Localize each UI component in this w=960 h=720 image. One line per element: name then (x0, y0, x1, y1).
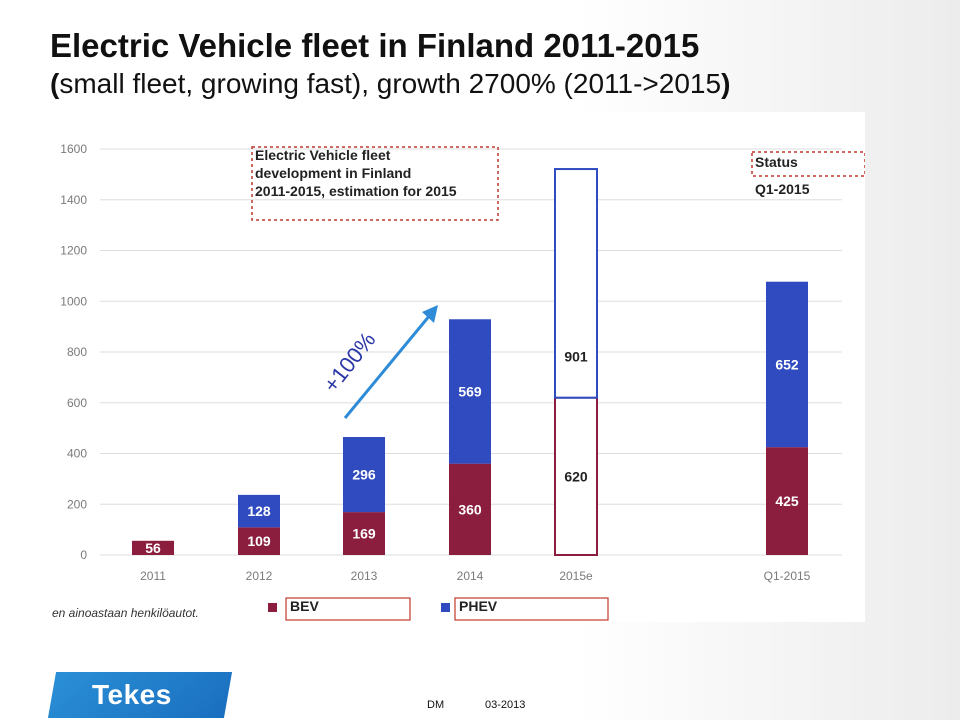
legend-phev-label: PHEV (459, 598, 498, 614)
bar-label-bev-2015e: 620 (564, 468, 588, 484)
bar-phev-2013 (343, 437, 385, 513)
bar-phev-2015e (554, 168, 598, 399)
subtitle-close-paren: ) (721, 68, 731, 99)
bar-bev-2013 (343, 512, 385, 555)
y-tick-label-1000: 1000 (60, 294, 87, 308)
footer-date: 03-2013 (485, 699, 526, 711)
status-line-2: Q1-2015 (755, 181, 810, 197)
bar-bev-2014 (449, 463, 491, 555)
status-box (751, 151, 865, 177)
bar-label-bev-2014: 360 (458, 501, 482, 517)
y-tick-label-0: 0 (80, 548, 87, 562)
chart-panel: 0 200 400 600 800 1000 1200 1400 1600 56 2011 109 1… (52, 112, 865, 622)
bar-phev-2012 (238, 494, 280, 528)
bar-bev-q1-2015 (766, 447, 808, 555)
bar-bev-2015e (554, 396, 598, 556)
bar-label-phev-2014: 569 (458, 383, 482, 399)
status-line-1: Status (755, 154, 798, 170)
legend: BEV PHEV (268, 597, 609, 621)
legend-bev-label: BEV (290, 598, 319, 614)
legend-bev-box (285, 597, 411, 621)
y-tick-label-200: 200 (67, 497, 87, 511)
bar-label-bev-q1-2015: 425 (775, 493, 799, 509)
slide-subtitle: (small fleet, growing fast), growth 2700… (50, 68, 730, 100)
annotation-line-3: 2011-2015, estimation for 2015 (255, 183, 457, 199)
x-tick-label-2014: 2014 (457, 569, 484, 583)
bar-bev-2011 (132, 540, 174, 555)
subtitle-text: small fleet, growing fast), growth 2700%… (59, 68, 722, 99)
growth-arrow (343, 308, 437, 419)
y-tick-label-800: 800 (67, 345, 87, 359)
x-tick-label-2013: 2013 (351, 569, 378, 583)
bar-bev-2012 (238, 527, 280, 555)
y-tick-label-400: 400 (67, 447, 87, 461)
y-tick-label-1600: 1600 (60, 142, 87, 156)
bar-label-phev-2015e: 901 (564, 349, 588, 365)
x-tick-label-2015e: 2015e (559, 569, 593, 583)
x-tick-label-q1-2015: Q1-2015 (764, 569, 811, 583)
label-layer: 56 2011 109 128 2012 169 296 2013 360 569 2014 620 9… (140, 349, 811, 583)
bar-label-bev-2011: 56 (145, 540, 161, 556)
y-tick-label-1400: 1400 (60, 193, 87, 207)
subtitle-open-paren: ( (50, 68, 60, 99)
footer-author: DM (427, 699, 445, 711)
bar-label-bev-2012: 109 (247, 533, 271, 549)
legend-bev-swatch (268, 603, 277, 612)
footnote: en ainoastaan henkilöautot. (52, 606, 199, 620)
y-tick-label-1200: 1200 (60, 244, 87, 258)
bar-phev-2014 (449, 319, 491, 464)
growth-arrow-head (422, 305, 438, 323)
tekes-logo-text: Tekes (92, 679, 172, 710)
bar-label-phev-q1-2015: 652 (775, 356, 799, 372)
bar-layer (132, 168, 808, 556)
y-tick-label-600: 600 (67, 396, 87, 410)
annotation-line-2: development in Finland (255, 165, 411, 181)
legend-phev-box (454, 597, 609, 621)
slide-title: Electric Vehicle fleet in Finland 2011-2… (50, 27, 700, 64)
annotation-box (251, 146, 499, 221)
bar-label-phev-2013: 296 (352, 467, 376, 483)
annotation-line-1: Electric Vehicle fleet (255, 147, 391, 163)
bar-phev-q1-2015 (766, 281, 808, 448)
x-tick-label-2012: 2012 (246, 569, 273, 583)
legend-phev-swatch (441, 603, 450, 612)
bar-label-bev-2013: 169 (352, 526, 376, 542)
bar-label-phev-2012: 128 (247, 503, 271, 519)
bar-chart: 0 200 400 600 800 1000 1200 1400 1600 56 2011 109 1… (52, 142, 865, 621)
x-tick-label-2011: 2011 (140, 569, 166, 583)
